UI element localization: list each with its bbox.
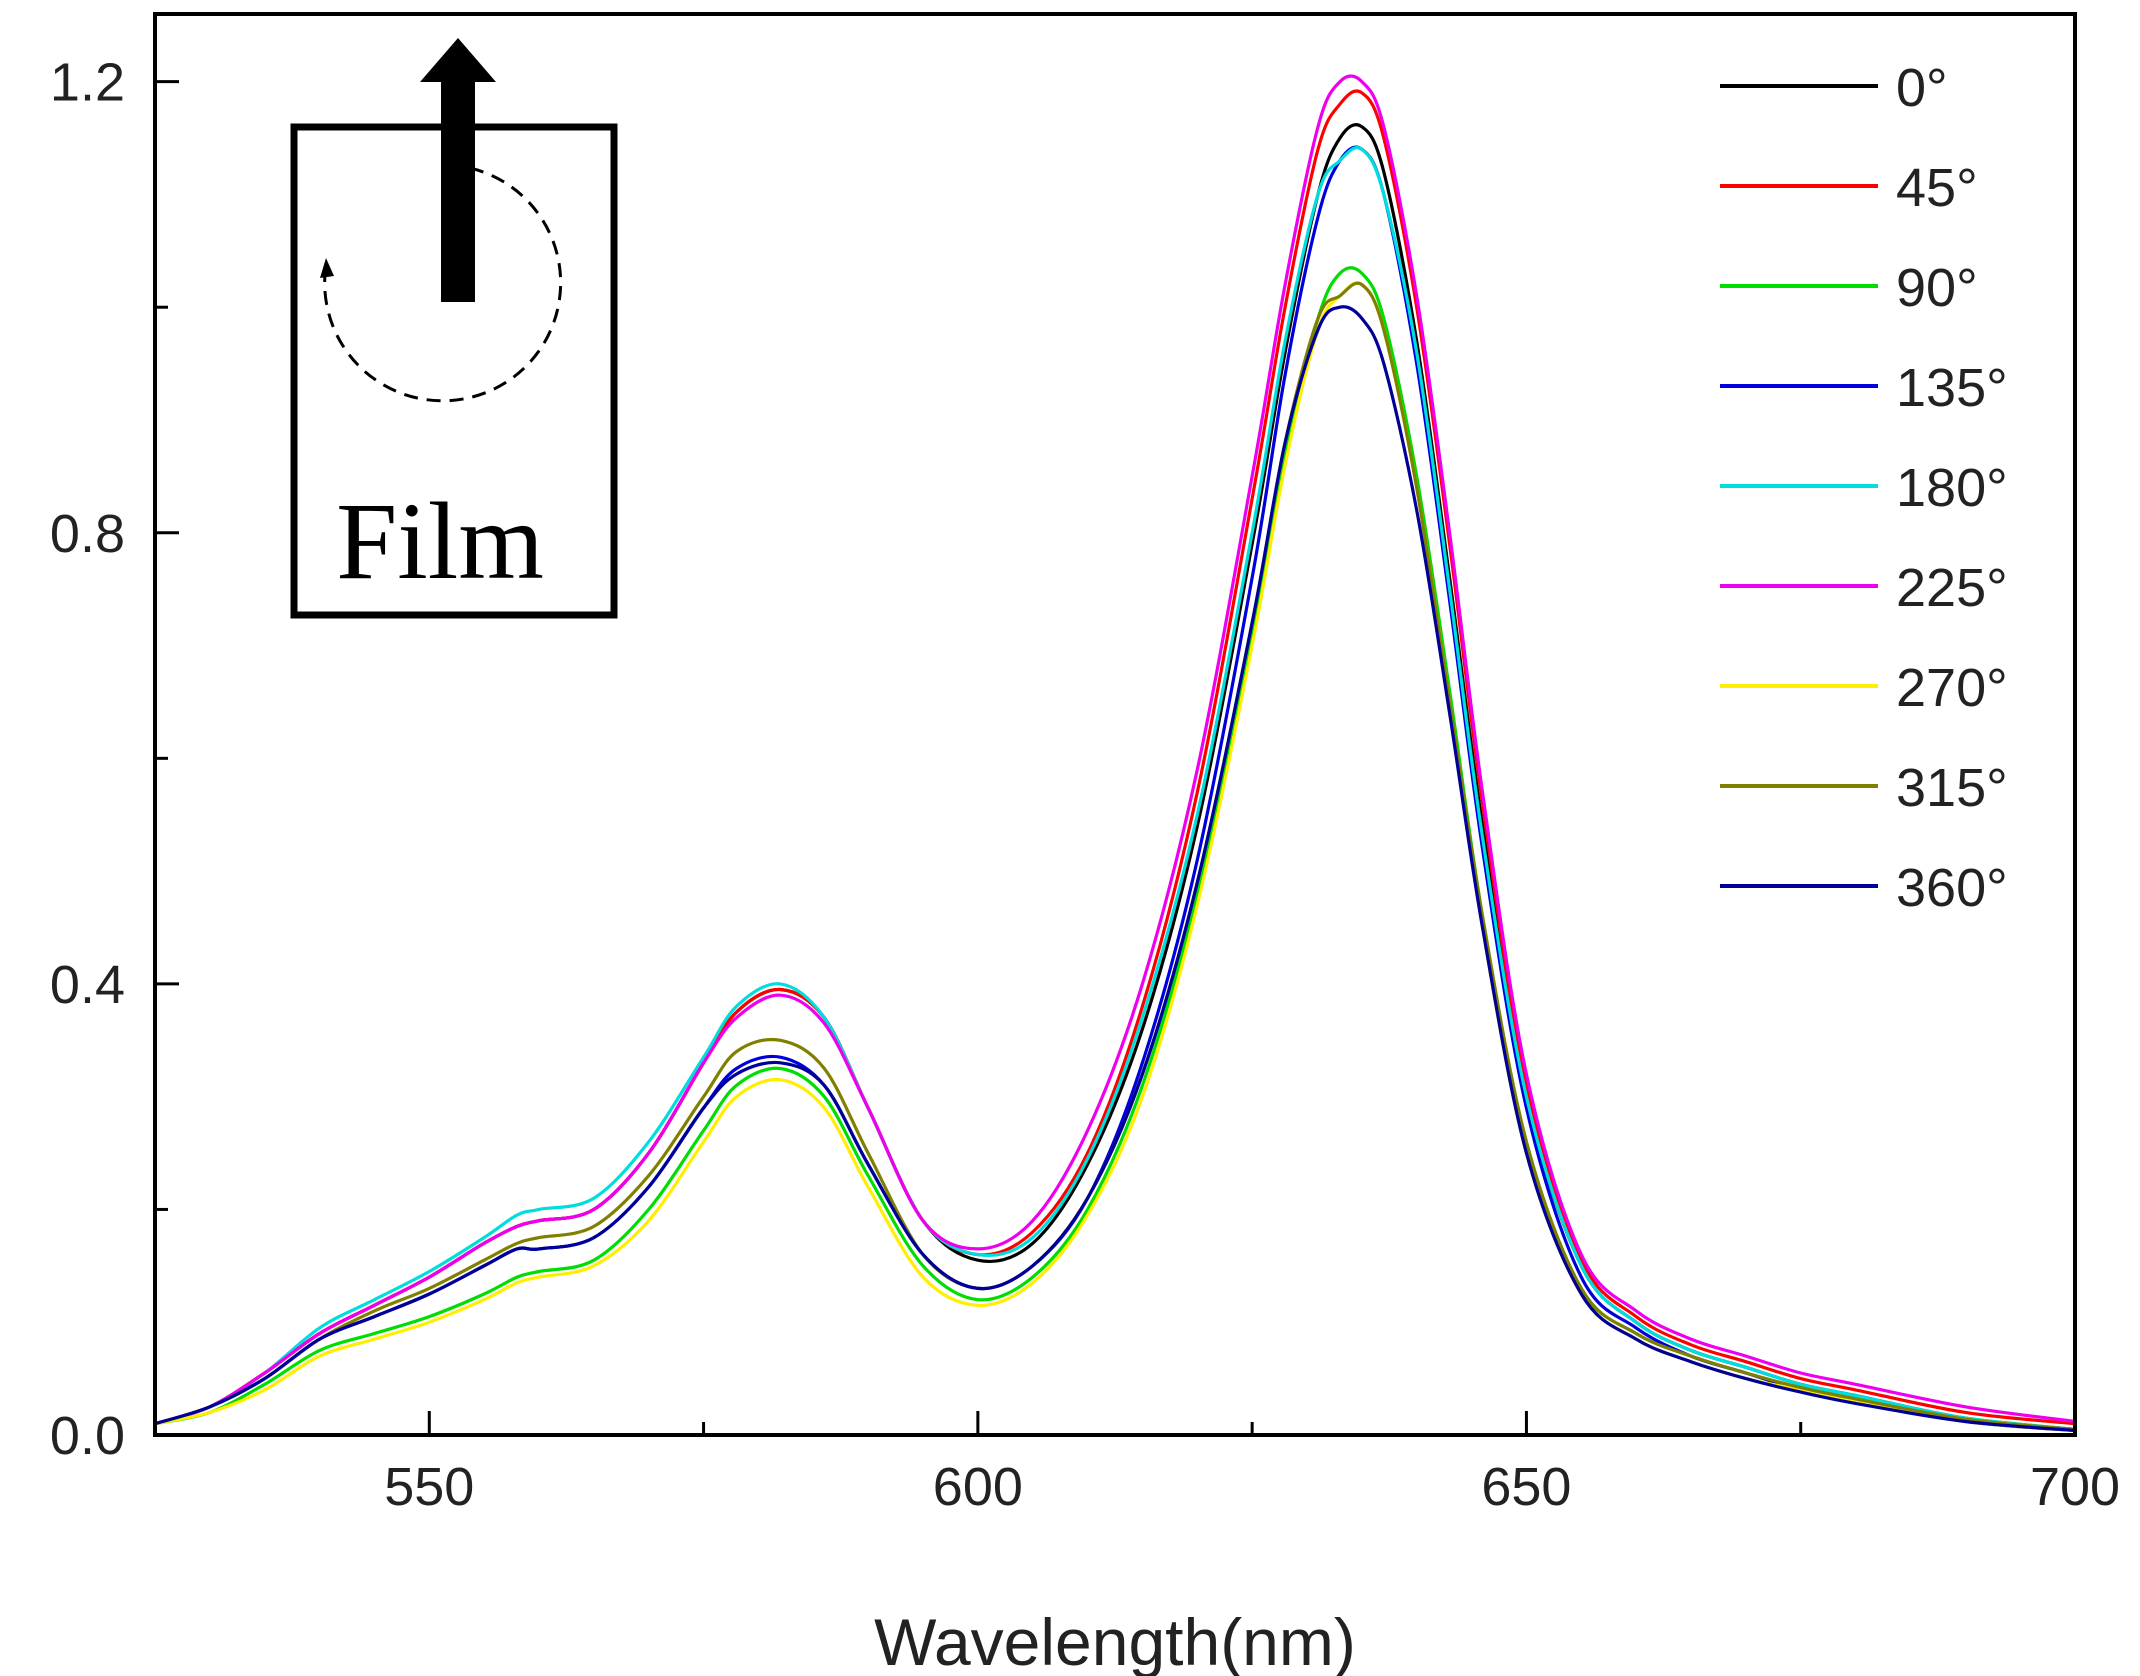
series-line-8 bbox=[154, 305, 2076, 1433]
spectra-curves bbox=[154, 74, 2076, 1433]
legend: 0° 45° 90° 135° 180° 225° 270° 315° 360° bbox=[1720, 58, 2008, 918]
rotation-dashed-arc bbox=[323, 166, 563, 403]
axis-tick-labels: 550 600 650 700 0.0 0.4 0.8 1.2 bbox=[50, 53, 2120, 1517]
series-line-5 bbox=[154, 74, 2076, 1426]
plot-frame bbox=[153, 12, 2077, 1437]
legend-label: 225° bbox=[1896, 558, 2008, 618]
legend-label: 270° bbox=[1896, 658, 2008, 718]
rotation-arrowhead-icon bbox=[320, 258, 334, 278]
y-tick-label: 0.4 bbox=[50, 955, 125, 1015]
series-line-4 bbox=[154, 146, 2076, 1431]
y-tick-label: 1.2 bbox=[50, 53, 125, 113]
legend-label: 90° bbox=[1896, 258, 1978, 318]
x-tick-label: 650 bbox=[1481, 1457, 1571, 1517]
legend-label: 315° bbox=[1896, 758, 2008, 818]
polarization-arrow-shaft bbox=[441, 72, 475, 302]
legend-label: 180° bbox=[1896, 458, 2008, 518]
y-tick-label: 0.0 bbox=[50, 1406, 125, 1466]
axis-ticks bbox=[155, 80, 2077, 1437]
x-tick-label: 700 bbox=[2030, 1457, 2120, 1517]
legend-label: 135° bbox=[1896, 358, 2008, 418]
y-tick-label: 0.8 bbox=[50, 504, 125, 564]
legend-label: 0° bbox=[1896, 58, 1948, 118]
x-axis-title: Wavelength(nm) bbox=[874, 1605, 1356, 1676]
legend-label: 360° bbox=[1896, 858, 2008, 918]
legend-label: 45° bbox=[1896, 158, 1978, 218]
x-tick-label: 600 bbox=[933, 1457, 1023, 1517]
polarization-arrowhead-icon bbox=[420, 38, 496, 82]
film-label: Film bbox=[336, 480, 544, 602]
x-tick-label: 550 bbox=[384, 1457, 474, 1517]
film-inset: Film bbox=[290, 38, 618, 619]
